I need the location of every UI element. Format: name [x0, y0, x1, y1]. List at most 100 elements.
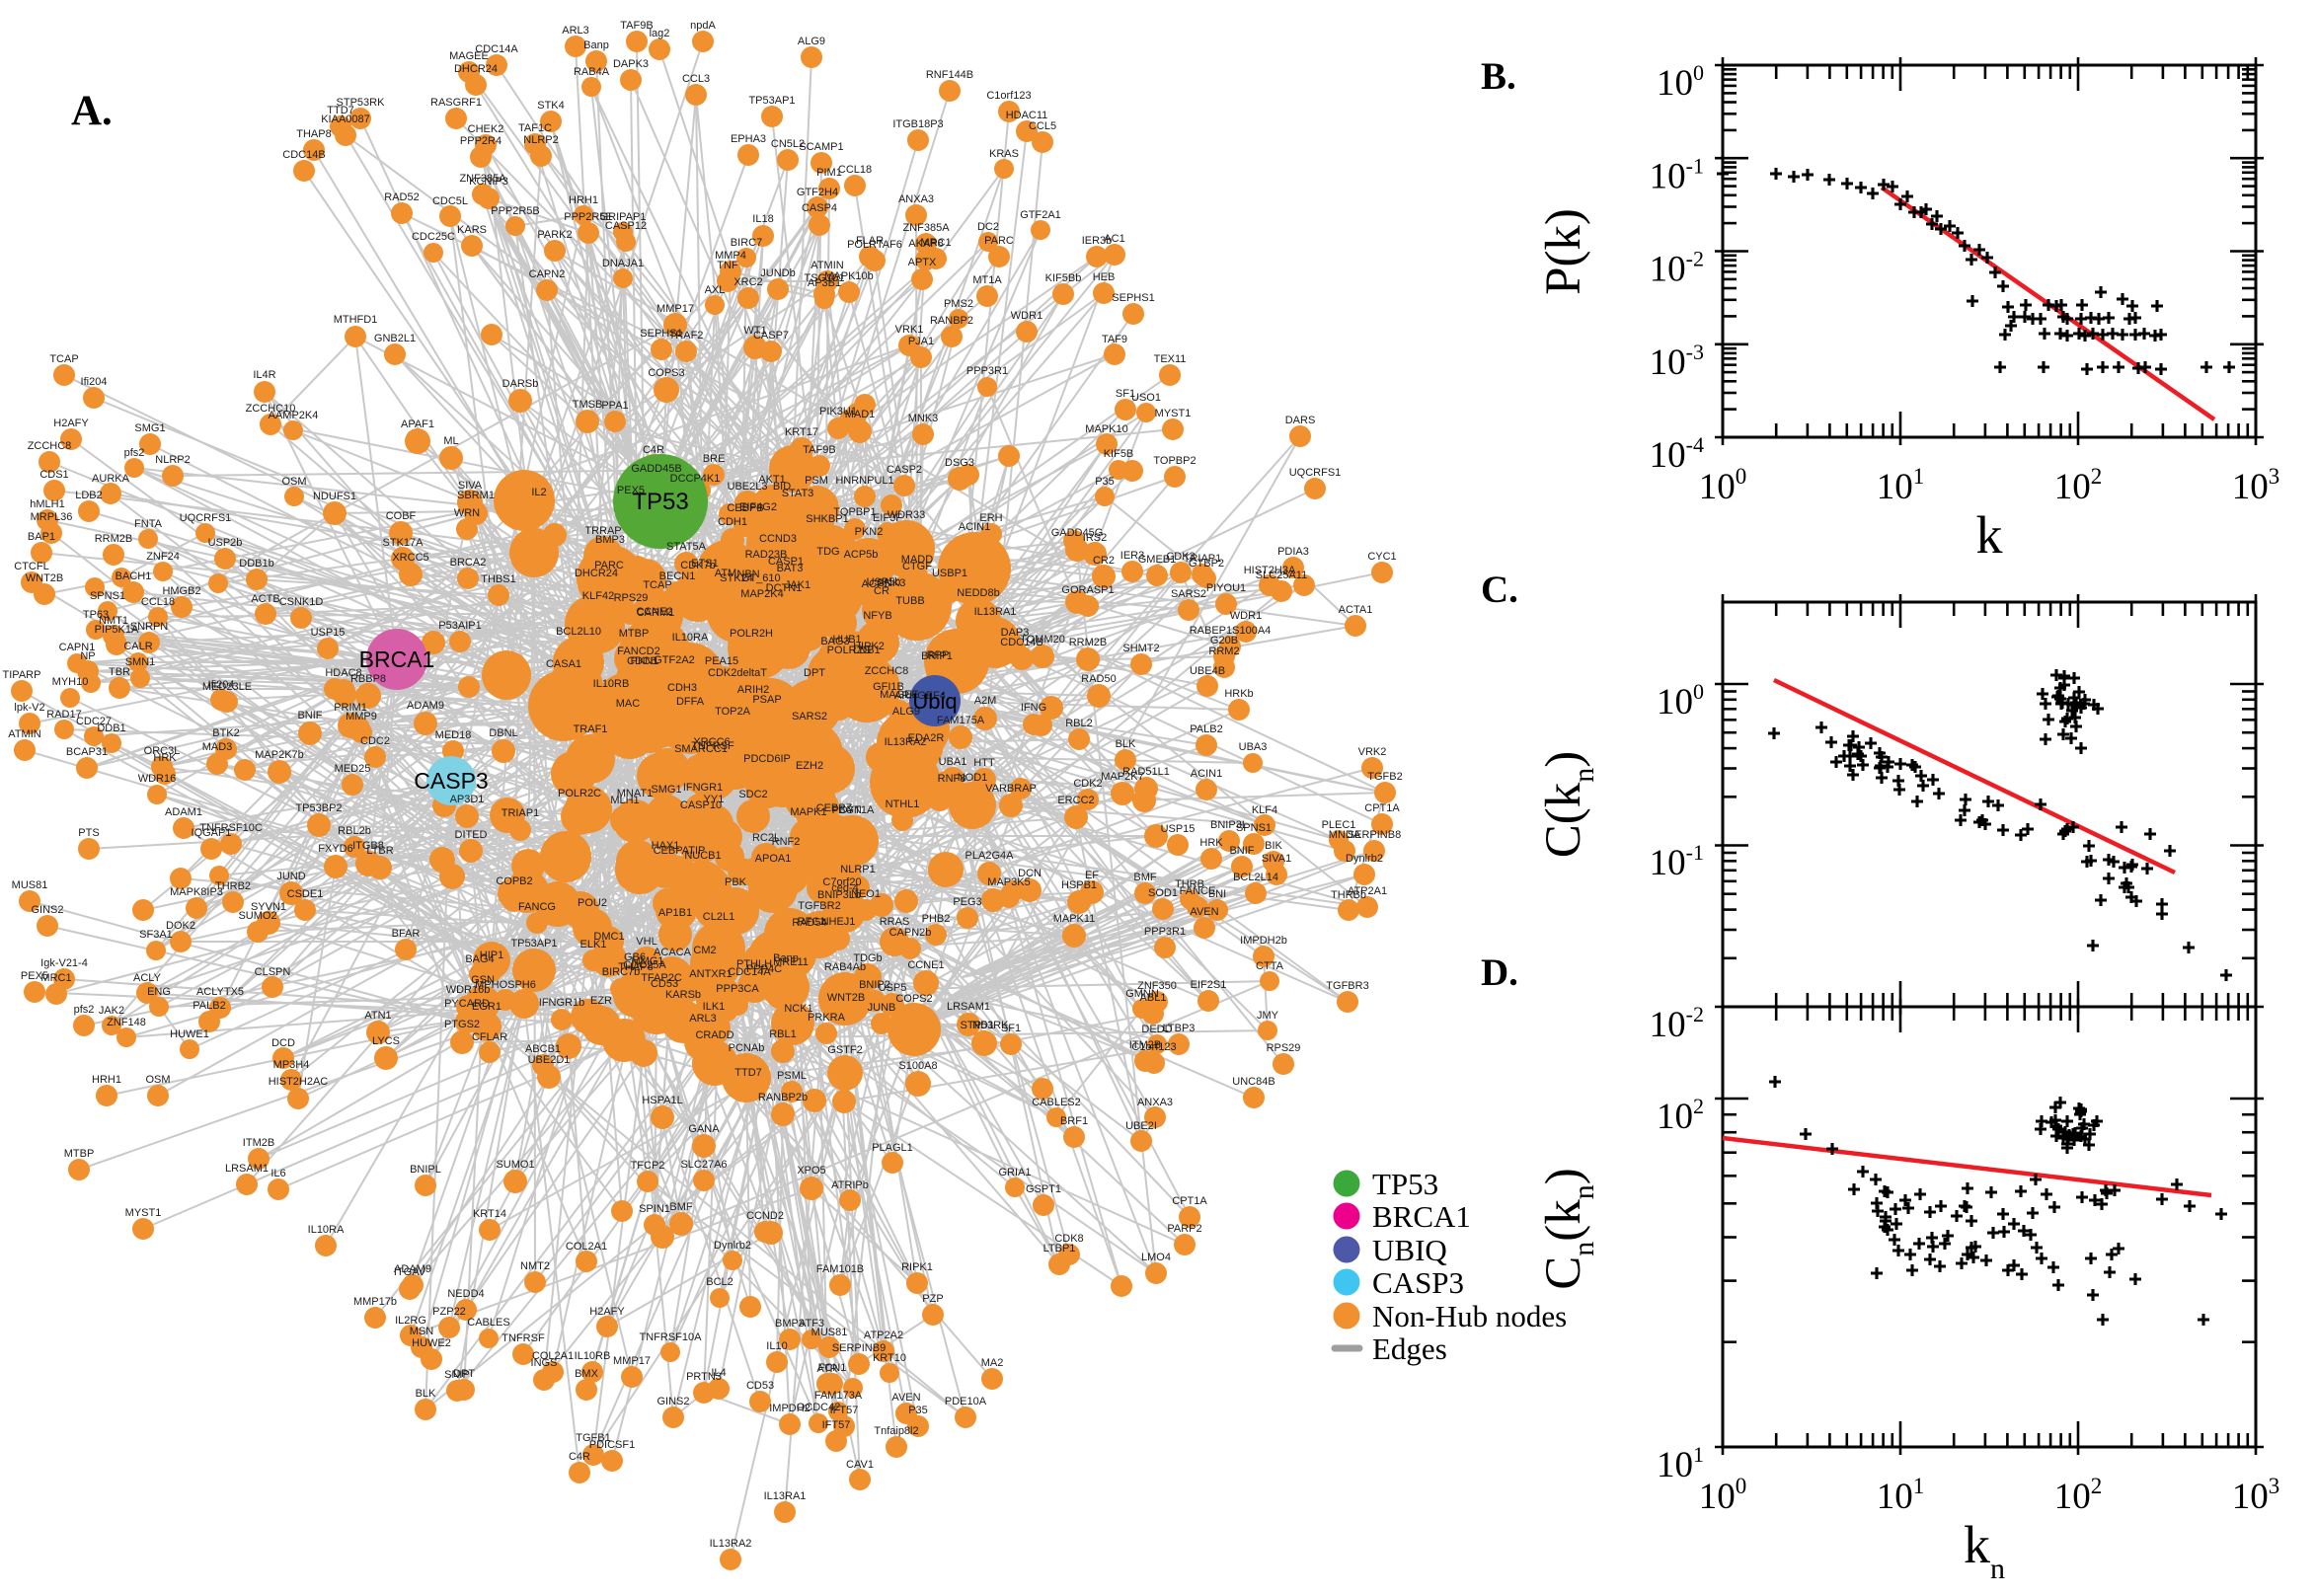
- svg-text:BMF: BMF: [1133, 872, 1157, 883]
- svg-text:BRCA2: BRCA2: [450, 557, 487, 569]
- svg-text:NCK1: NCK1: [784, 1003, 812, 1015]
- svg-text:EF: EF: [1085, 870, 1099, 881]
- svg-text:CDC14B: CDC14B: [282, 149, 325, 161]
- svg-text:CCL18: CCL18: [838, 164, 872, 176]
- svg-text:PPP4C: PPP4C: [746, 963, 782, 975]
- svg-text:RPP: RPP: [927, 649, 950, 661]
- svg-text:MAPK10: MAPK10: [1085, 423, 1127, 435]
- svg-text:PPP3CA: PPP3CA: [716, 983, 759, 995]
- svg-text:MAP2K4: MAP2K4: [740, 588, 783, 600]
- svg-text:BRF1: BRF1: [1060, 1115, 1088, 1127]
- svg-text:PKN1: PKN1: [631, 655, 659, 667]
- svg-text:TFCP2: TFCP2: [631, 1160, 665, 1172]
- svg-text:MAPK11: MAPK11: [1053, 913, 1096, 925]
- svg-text:KIF5Bb: KIF5Bb: [1045, 272, 1082, 284]
- svg-text:GTF2H4: GTF2H4: [797, 187, 838, 198]
- svg-text:HIST2H3A: HIST2H3A: [1244, 565, 1296, 576]
- svg-text:NBN: NBN: [736, 569, 759, 580]
- svg-text:PARK2: PARK2: [537, 229, 572, 241]
- svg-text:MYST1: MYST1: [1155, 408, 1192, 419]
- svg-text:AP3B1: AP3B1: [808, 277, 841, 289]
- svg-text:PLAGL1: PLAGL1: [872, 1142, 913, 1154]
- svg-text:ARL3: ARL3: [689, 1013, 717, 1025]
- svg-text:MAPK10b: MAPK10b: [824, 270, 874, 282]
- svg-text:COPS3: COPS3: [648, 367, 684, 379]
- svg-text:XRCC6: XRCC6: [693, 736, 730, 748]
- svg-text:DBNL: DBNL: [489, 727, 517, 739]
- svg-text:CRADD: CRADD: [695, 1029, 733, 1041]
- svg-text:USP15: USP15: [311, 627, 346, 639]
- svg-text:MRPL36: MRPL36: [31, 511, 73, 523]
- svg-text:Banp: Banp: [773, 952, 799, 964]
- svg-text:RABEP1S100A4: RABEP1S100A4: [1190, 625, 1272, 637]
- svg-text:SIVA1: SIVA1: [1262, 853, 1291, 865]
- svg-text:BECN1: BECN1: [659, 570, 696, 582]
- svg-text:RAD54: RAD54: [792, 917, 826, 929]
- svg-text:SNRPN: SNRPN: [130, 621, 169, 633]
- svg-text:PSML: PSML: [777, 1070, 807, 1082]
- svg-text:RASGRF1: RASGRF1: [430, 97, 482, 109]
- svg-text:MRC1: MRC1: [920, 237, 951, 249]
- svg-text:CAV1: CAV1: [846, 1459, 874, 1471]
- svg-text:GINS2: GINS2: [656, 1396, 689, 1407]
- svg-text:GTF2A1: GTF2A1: [1020, 209, 1061, 221]
- svg-text:WDR33: WDR33: [888, 509, 926, 521]
- svg-text:PDICSF1: PDICSF1: [589, 1439, 635, 1451]
- svg-text:MRE11: MRE11: [773, 956, 809, 968]
- svg-text:ALG9: ALG9: [892, 706, 920, 718]
- svg-text:GSPT1: GSPT1: [1026, 1183, 1061, 1195]
- svg-text:CASP4: CASP4: [802, 202, 837, 214]
- svg-text:ITGAV: ITGAV: [394, 1266, 426, 1278]
- svg-text:ATM: ATM: [715, 568, 736, 579]
- svg-text:THAP8: THAP8: [618, 961, 653, 973]
- svg-text:RANBP2: RANBP2: [930, 315, 973, 327]
- svg-text:UBA3: UBA3: [1239, 741, 1268, 753]
- svg-text:DITED: DITED: [455, 829, 488, 841]
- svg-text:GSTF2: GSTF2: [827, 1044, 862, 1056]
- svg-text:IFNGR1: IFNGR1: [683, 782, 723, 794]
- svg-text:CDK2: CDK2: [1073, 778, 1102, 790]
- svg-text:KIF5B: KIF5B: [1104, 448, 1134, 460]
- svg-text:IFNGR1b: IFNGR1b: [539, 997, 584, 1009]
- svg-text:CDC2: CDC2: [360, 735, 390, 747]
- svg-text:IL13RA1: IL13RA1: [764, 1490, 807, 1502]
- svg-text:XRCC5: XRCC5: [392, 552, 428, 564]
- svg-text:IL18: IL18: [752, 213, 773, 225]
- svg-text:RRM2: RRM2: [1208, 646, 1239, 657]
- svg-text:CASP7: CASP7: [753, 330, 789, 342]
- svg-text:PEG3: PEG3: [953, 896, 981, 908]
- svg-text:RBBP8: RBBP8: [350, 673, 386, 685]
- svg-text:KLF42: KLF42: [582, 590, 614, 602]
- svg-text:WDR1: WDR1: [1011, 310, 1042, 322]
- svg-text:IER3: IER3: [1120, 550, 1144, 562]
- svg-text:BLK: BLK: [1116, 738, 1136, 750]
- svg-text:CDS1: CDS1: [39, 469, 68, 481]
- svg-text:BMP3: BMP3: [775, 1318, 805, 1330]
- svg-text:POU2: POU2: [578, 897, 607, 909]
- svg-text:MA2: MA2: [981, 1357, 1004, 1369]
- svg-text:ANXA3: ANXA3: [1137, 1097, 1173, 1108]
- svg-text:KLF4: KLF4: [1252, 804, 1277, 816]
- svg-text:ALG9: ALG9: [798, 36, 825, 47]
- svg-text:TAF9B: TAF9B: [803, 444, 835, 456]
- svg-text:Non-Hub nodes: Non-Hub nodes: [1372, 1299, 1567, 1333]
- svg-text:BID: BID: [773, 481, 791, 493]
- svg-text:RRM2B: RRM2B: [95, 533, 133, 545]
- svg-text:SMN1: SMN1: [125, 656, 156, 668]
- svg-text:S100A8: S100A8: [898, 1060, 937, 1072]
- svg-text:TFAP2C: TFAP2C: [641, 972, 682, 984]
- svg-text:NLRP2: NLRP2: [155, 454, 190, 466]
- svg-text:HSPA1L: HSPA1L: [642, 1095, 682, 1106]
- svg-text:KRAS: KRAS: [989, 148, 1019, 160]
- svg-text:CDC6: CDC6: [627, 655, 656, 667]
- svg-text:PZP: PZP: [922, 1293, 943, 1305]
- svg-text:VARBRAP: VARBRAP: [985, 783, 1037, 795]
- svg-text:SERPINB8: SERPINB8: [1348, 829, 1401, 841]
- svg-text:CL2L1: CL2L1: [703, 911, 734, 923]
- svg-text:SF1: SF1: [1116, 388, 1135, 400]
- svg-text:CDC27: CDC27: [76, 716, 112, 727]
- svg-text:IL13RA2: IL13RA2: [710, 1538, 752, 1550]
- svg-text:HIP1: HIP1: [480, 950, 503, 961]
- svg-text:SPNS1: SPNS1: [90, 590, 125, 602]
- svg-text:EGR1: EGR1: [472, 1001, 502, 1013]
